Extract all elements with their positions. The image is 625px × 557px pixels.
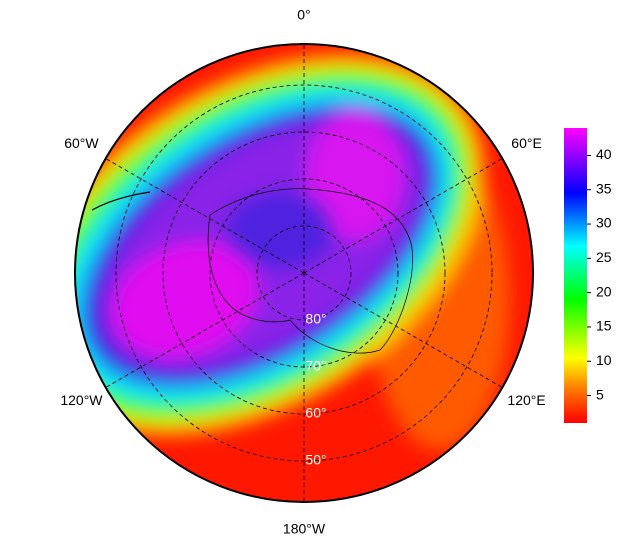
meridian [303,272,503,388]
colorbar-tick-label: 25 [596,249,612,265]
meridian [105,158,305,274]
latitude-label: 80° [305,311,326,327]
latitude-circle [115,84,493,462]
longitude-label: 120°E [507,392,545,408]
meridian [105,272,305,388]
latitude-label: 60° [305,405,326,421]
latitude-circle [256,225,352,321]
colorbar-tick-label: 30 [596,215,612,231]
longitude-label: 0° [297,7,310,23]
colorbar-tick-label: 10 [596,352,612,368]
graticule: 80° 70° 60° 50° [105,44,503,502]
colorbar-tick-label: 5 [596,386,604,402]
longitude-label: 60°W [64,135,99,151]
colorbar-tick-label: 35 [596,180,612,196]
field [75,44,533,502]
colorbar-tick-label: 40 [596,146,612,162]
longitude-label: 180°W [283,521,326,537]
meridian [303,158,503,274]
colorbar [564,128,587,423]
map-border [74,43,534,503]
longitude-label: 60°E [511,135,542,151]
latitude-label: 70° [305,358,326,374]
longitude-label: 120°W [60,392,103,408]
colorbar-tick-label: 20 [596,283,612,299]
colorbar-tick-label: 15 [596,318,612,334]
latitude-label: 50° [305,452,326,468]
latitude-circle [162,131,446,415]
